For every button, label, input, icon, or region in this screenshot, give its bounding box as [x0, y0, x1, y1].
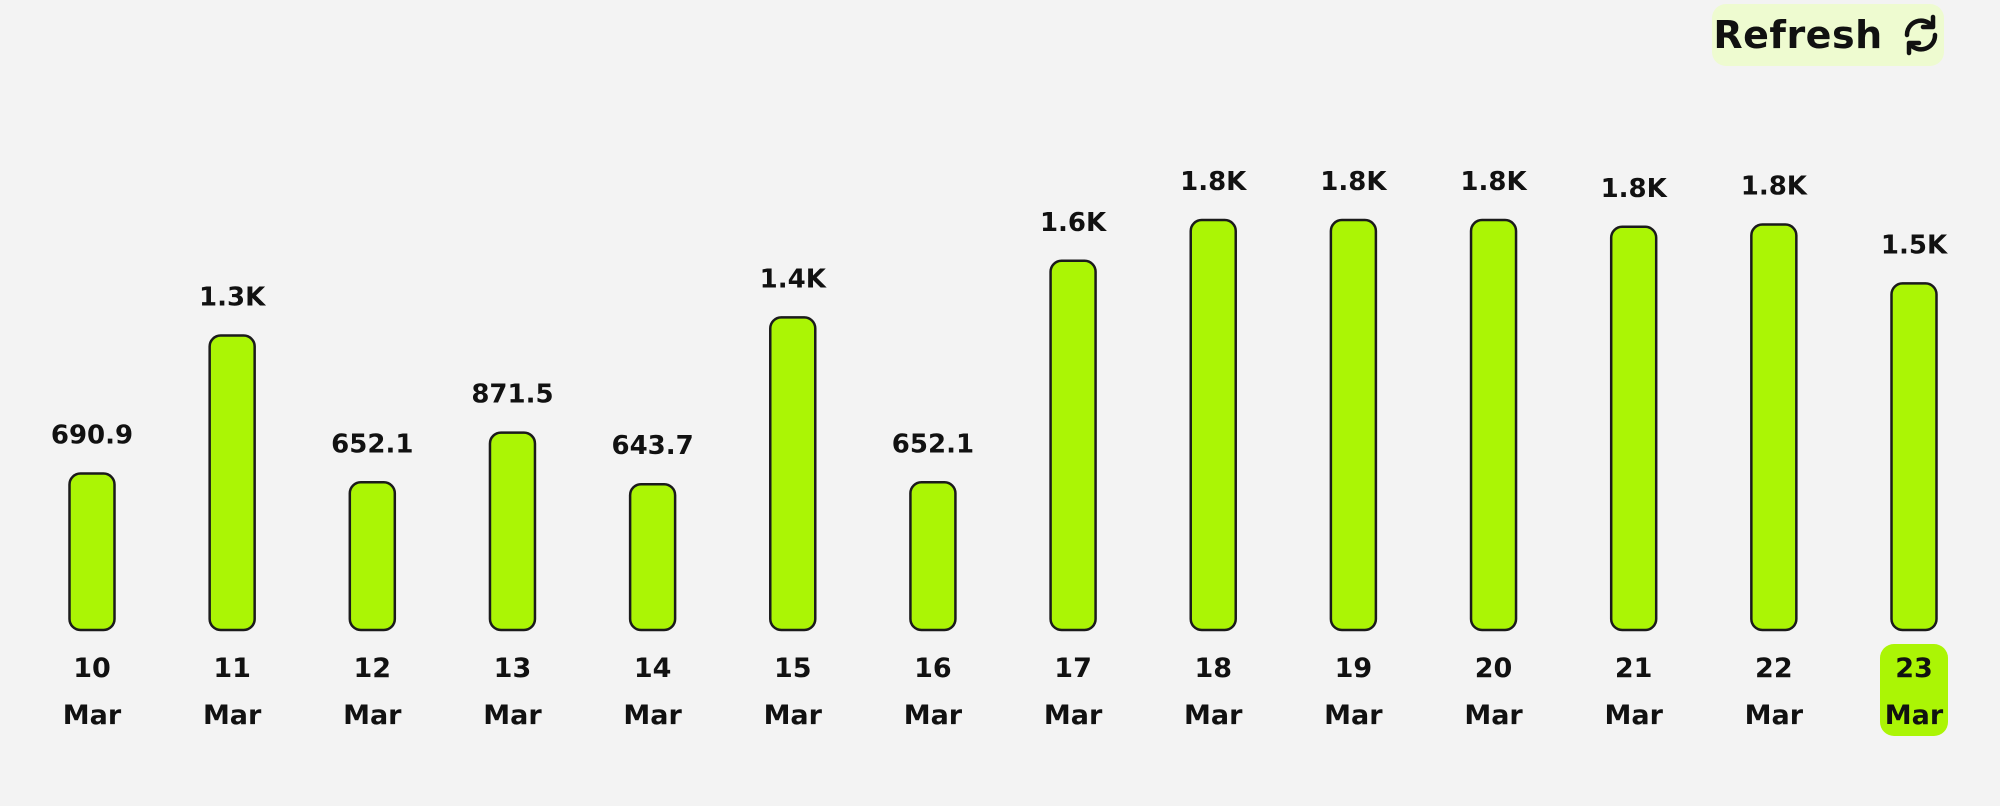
x-tick-day-7: 17	[1054, 653, 1092, 684]
bar-5	[769, 316, 817, 632]
data-label-7: 1.6K	[1040, 208, 1107, 238]
x-tick-month-11: Mar	[1604, 700, 1663, 731]
x-tick-day-0: 10	[73, 653, 111, 684]
data-label-9: 1.8K	[1320, 167, 1387, 197]
x-tick-month-13: Mar	[1885, 700, 1944, 731]
x-tick-month-1: Mar	[203, 700, 262, 731]
bar-4	[628, 482, 677, 632]
bar-8	[1189, 218, 1237, 632]
x-tick-month-9: Mar	[1324, 700, 1383, 731]
x-tick-day-8: 18	[1194, 653, 1232, 684]
data-label-5: 1.4K	[760, 264, 827, 294]
bar-1	[208, 334, 256, 632]
x-tick-month-5: Mar	[764, 700, 823, 731]
x-tick-day-13: 23	[1895, 653, 1933, 684]
selected-date-highlight	[1880, 644, 1948, 736]
x-tick-day-9: 19	[1335, 653, 1373, 684]
x-tick-day-2: 12	[354, 653, 392, 684]
data-label-11: 1.8K	[1601, 174, 1668, 204]
x-tick-day-1: 11	[213, 653, 251, 684]
bar-0	[68, 472, 116, 632]
x-tick-month-10: Mar	[1464, 700, 1523, 731]
x-tick-day-3: 13	[494, 653, 532, 684]
x-tick-month-4: Mar	[623, 700, 682, 731]
x-tick-month-12: Mar	[1745, 700, 1804, 731]
bar-11	[1609, 225, 1658, 632]
bar-2	[348, 481, 397, 632]
data-label-0: 690.9	[51, 420, 133, 450]
x-tick-month-2: Mar	[343, 700, 402, 731]
x-tick-month-6: Mar	[904, 700, 963, 731]
x-tick-day-12: 22	[1755, 653, 1793, 684]
x-tick-day-5: 15	[774, 653, 812, 684]
data-label-8: 1.8K	[1180, 167, 1247, 197]
bar-9	[1329, 218, 1378, 632]
x-tick-day-4: 14	[634, 653, 672, 684]
refresh-icon	[1899, 13, 1943, 57]
bar-3	[488, 431, 537, 632]
data-label-4: 643.7	[611, 431, 693, 461]
x-tick-day-6: 16	[914, 653, 952, 684]
bar-12	[1750, 223, 1798, 632]
data-label-3: 871.5	[471, 380, 553, 410]
x-tick-day-11: 21	[1615, 653, 1653, 684]
x-tick-month-8: Mar	[1184, 700, 1243, 731]
x-tick-month-3: Mar	[483, 700, 542, 731]
x-tick-month-0: Mar	[63, 700, 122, 731]
bar-10	[1469, 218, 1518, 632]
data-label-1: 1.3K	[199, 283, 266, 313]
x-tick-day-10: 20	[1475, 653, 1513, 684]
bar-6	[909, 481, 957, 632]
x-tick-month-7: Mar	[1044, 700, 1103, 731]
data-label-10: 1.8K	[1460, 167, 1527, 197]
data-label-12: 1.8K	[1741, 172, 1808, 202]
data-label-13: 1.5K	[1881, 230, 1948, 260]
bar-13	[1890, 282, 1938, 632]
data-label-6: 652.1	[892, 429, 974, 459]
refresh-button[interactable]: Refresh	[1712, 4, 1944, 66]
bar-7	[1049, 259, 1097, 632]
refresh-label: Refresh	[1713, 13, 1883, 57]
data-label-2: 652.1	[331, 429, 413, 459]
